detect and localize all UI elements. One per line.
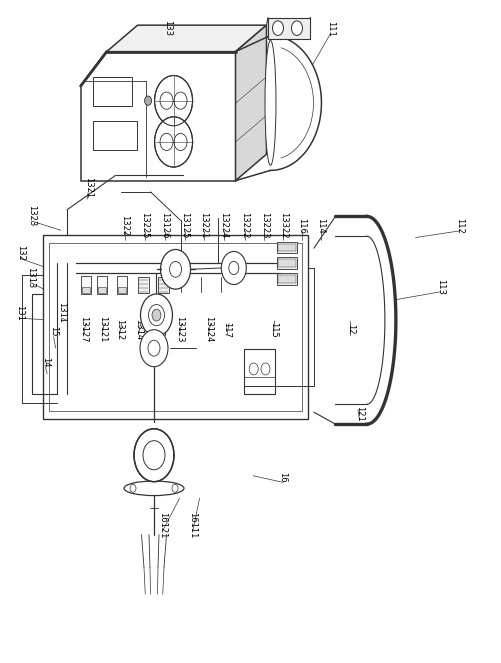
Bar	[43, 235, 308, 419]
Text: 13221: 13221	[199, 212, 208, 239]
Text: 13222: 13222	[240, 212, 249, 239]
Text: 121: 121	[355, 406, 364, 422]
Text: 13224: 13224	[219, 212, 228, 239]
Text: 132: 132	[16, 245, 25, 261]
Circle shape	[140, 330, 168, 367]
Text: 15: 15	[49, 326, 58, 337]
Circle shape	[273, 21, 284, 35]
Text: 13121: 13121	[98, 316, 107, 343]
Text: 1314: 1314	[134, 319, 143, 340]
Text: 12: 12	[346, 324, 355, 335]
Circle shape	[160, 92, 173, 109]
Text: 13127: 13127	[79, 316, 88, 343]
Text: 16121: 16121	[159, 511, 167, 538]
Ellipse shape	[124, 481, 184, 495]
Text: 16: 16	[279, 472, 288, 483]
Bar	[244, 349, 276, 394]
Text: 13124: 13124	[204, 316, 213, 343]
Circle shape	[174, 133, 187, 151]
Circle shape	[160, 133, 173, 151]
Bar	[277, 241, 297, 253]
Bar	[278, 275, 296, 283]
Text: 131: 131	[15, 305, 24, 321]
Text: 13122: 13122	[155, 316, 164, 343]
Text: 133: 133	[163, 21, 172, 36]
Text: 1321: 1321	[84, 177, 93, 198]
Bar	[118, 286, 126, 293]
Text: 13123: 13123	[175, 316, 184, 343]
Text: 13125: 13125	[180, 212, 189, 239]
Polygon shape	[107, 25, 267, 52]
Text: 114: 114	[317, 217, 326, 233]
Text: 1323: 1323	[27, 205, 36, 226]
Text: 1311: 1311	[57, 302, 66, 324]
Circle shape	[140, 294, 172, 336]
Bar	[82, 286, 90, 293]
Circle shape	[145, 96, 152, 105]
Bar	[81, 276, 91, 294]
Text: 13126: 13126	[160, 212, 169, 239]
Circle shape	[130, 485, 136, 492]
Text: 115: 115	[269, 322, 278, 337]
Bar	[158, 277, 169, 293]
Bar	[93, 77, 132, 106]
Text: 14: 14	[41, 357, 50, 367]
Bar	[98, 286, 106, 293]
Circle shape	[155, 76, 192, 126]
Bar	[278, 243, 296, 251]
Bar	[278, 259, 296, 267]
Circle shape	[172, 485, 178, 492]
Text: 111: 111	[326, 21, 335, 36]
Text: 13225: 13225	[141, 212, 150, 239]
Bar	[49, 243, 302, 411]
Bar	[97, 276, 107, 294]
Bar	[93, 121, 137, 150]
Polygon shape	[81, 52, 235, 180]
Text: 1313: 1313	[26, 267, 35, 288]
Text: 116: 116	[298, 217, 307, 233]
Text: 113: 113	[436, 278, 445, 294]
Bar	[138, 277, 149, 293]
Circle shape	[292, 21, 303, 35]
Circle shape	[221, 251, 246, 284]
Circle shape	[160, 249, 190, 289]
Circle shape	[174, 92, 187, 109]
Bar	[117, 276, 127, 294]
Text: 112: 112	[455, 217, 464, 233]
Bar	[277, 273, 297, 285]
Text: 1322: 1322	[120, 215, 129, 236]
Bar	[268, 17, 311, 38]
Ellipse shape	[265, 40, 276, 165]
Polygon shape	[235, 25, 267, 180]
Circle shape	[134, 429, 174, 482]
Circle shape	[155, 117, 192, 167]
Text: 13223: 13223	[260, 212, 269, 239]
Bar	[277, 257, 297, 269]
Circle shape	[152, 309, 161, 321]
Text: 16111: 16111	[188, 511, 197, 538]
Text: 117: 117	[222, 322, 231, 337]
Polygon shape	[271, 35, 322, 170]
Text: 13322: 13322	[279, 212, 288, 239]
Text: 1312: 1312	[115, 319, 124, 340]
